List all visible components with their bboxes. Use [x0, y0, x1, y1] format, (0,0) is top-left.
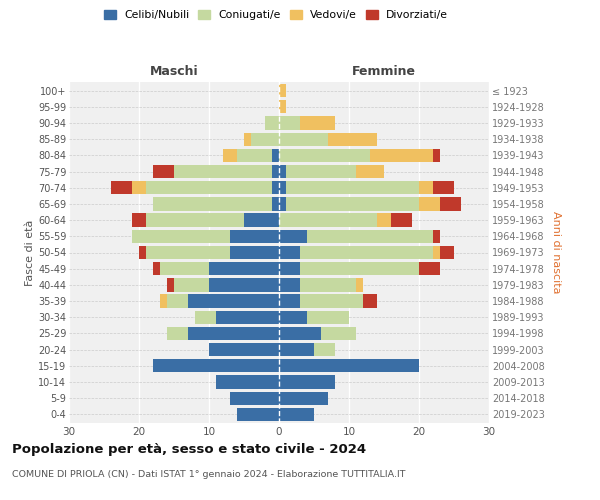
Bar: [300, 278, 356, 291]
Bar: [223, 148, 237, 162]
Bar: [300, 246, 433, 259]
Bar: [279, 327, 321, 340]
Bar: [307, 310, 349, 324]
Bar: [279, 376, 335, 388]
Bar: [440, 246, 454, 259]
Bar: [272, 181, 279, 194]
Bar: [279, 148, 370, 162]
Bar: [188, 294, 279, 308]
Bar: [139, 246, 146, 259]
Bar: [153, 359, 279, 372]
Bar: [433, 230, 440, 243]
Bar: [188, 327, 279, 340]
Bar: [279, 262, 300, 276]
Bar: [230, 246, 279, 259]
Legend: Celibi/Nubili, Coniugati/e, Vedovi/e, Divorziati/e: Celibi/Nubili, Coniugati/e, Vedovi/e, Di…: [100, 6, 452, 25]
Bar: [279, 100, 286, 114]
Text: Popolazione per età, sesso e stato civile - 2024: Popolazione per età, sesso e stato civil…: [12, 442, 366, 456]
Bar: [286, 181, 419, 194]
Bar: [216, 310, 279, 324]
Bar: [300, 116, 335, 130]
Bar: [286, 198, 419, 210]
Bar: [146, 246, 230, 259]
Bar: [328, 132, 377, 146]
Y-axis label: Fasce di età: Fasce di età: [25, 220, 35, 286]
Bar: [174, 278, 209, 291]
Bar: [174, 165, 272, 178]
Bar: [209, 343, 279, 356]
Bar: [230, 392, 279, 405]
Bar: [419, 262, 440, 276]
Bar: [272, 165, 279, 178]
Bar: [286, 165, 356, 178]
Bar: [279, 408, 314, 421]
Bar: [279, 230, 307, 243]
Bar: [419, 181, 433, 194]
Bar: [314, 343, 335, 356]
Bar: [160, 262, 209, 276]
Bar: [363, 294, 377, 308]
Bar: [419, 198, 440, 210]
Bar: [265, 116, 279, 130]
Bar: [153, 198, 272, 210]
Bar: [279, 116, 300, 130]
Bar: [370, 148, 433, 162]
Bar: [279, 359, 419, 372]
Text: Femmine: Femmine: [352, 64, 416, 78]
Bar: [237, 148, 272, 162]
Bar: [391, 214, 412, 227]
Bar: [279, 132, 328, 146]
Bar: [230, 230, 279, 243]
Bar: [167, 327, 188, 340]
Bar: [279, 392, 328, 405]
Bar: [433, 181, 454, 194]
Bar: [279, 181, 286, 194]
Bar: [356, 165, 384, 178]
Y-axis label: Anni di nascita: Anni di nascita: [551, 211, 562, 294]
Bar: [279, 310, 307, 324]
Bar: [300, 294, 363, 308]
Bar: [279, 278, 300, 291]
Bar: [279, 198, 286, 210]
Bar: [167, 294, 188, 308]
Bar: [279, 84, 286, 97]
Bar: [251, 132, 279, 146]
Bar: [153, 165, 174, 178]
Bar: [146, 181, 272, 194]
Bar: [167, 278, 174, 291]
Bar: [440, 198, 461, 210]
Bar: [209, 262, 279, 276]
Bar: [216, 376, 279, 388]
Bar: [307, 230, 433, 243]
Bar: [195, 310, 216, 324]
Bar: [279, 165, 286, 178]
Bar: [279, 294, 300, 308]
Bar: [111, 181, 132, 194]
Bar: [279, 214, 377, 227]
Text: COMUNE DI PRIOLA (CN) - Dati ISTAT 1° gennaio 2024 - Elaborazione TUTTITALIA.IT: COMUNE DI PRIOLA (CN) - Dati ISTAT 1° ge…: [12, 470, 406, 479]
Bar: [272, 148, 279, 162]
Bar: [237, 408, 279, 421]
Bar: [160, 294, 167, 308]
Bar: [433, 148, 440, 162]
Bar: [132, 230, 230, 243]
Text: Maschi: Maschi: [149, 64, 199, 78]
Bar: [377, 214, 391, 227]
Bar: [153, 262, 160, 276]
Bar: [433, 246, 440, 259]
Bar: [244, 214, 279, 227]
Bar: [356, 278, 363, 291]
Bar: [272, 198, 279, 210]
Bar: [244, 132, 251, 146]
Bar: [321, 327, 356, 340]
Bar: [209, 278, 279, 291]
Bar: [279, 246, 300, 259]
Bar: [279, 343, 314, 356]
Bar: [132, 181, 146, 194]
Bar: [146, 214, 244, 227]
Bar: [300, 262, 419, 276]
Bar: [132, 214, 146, 227]
